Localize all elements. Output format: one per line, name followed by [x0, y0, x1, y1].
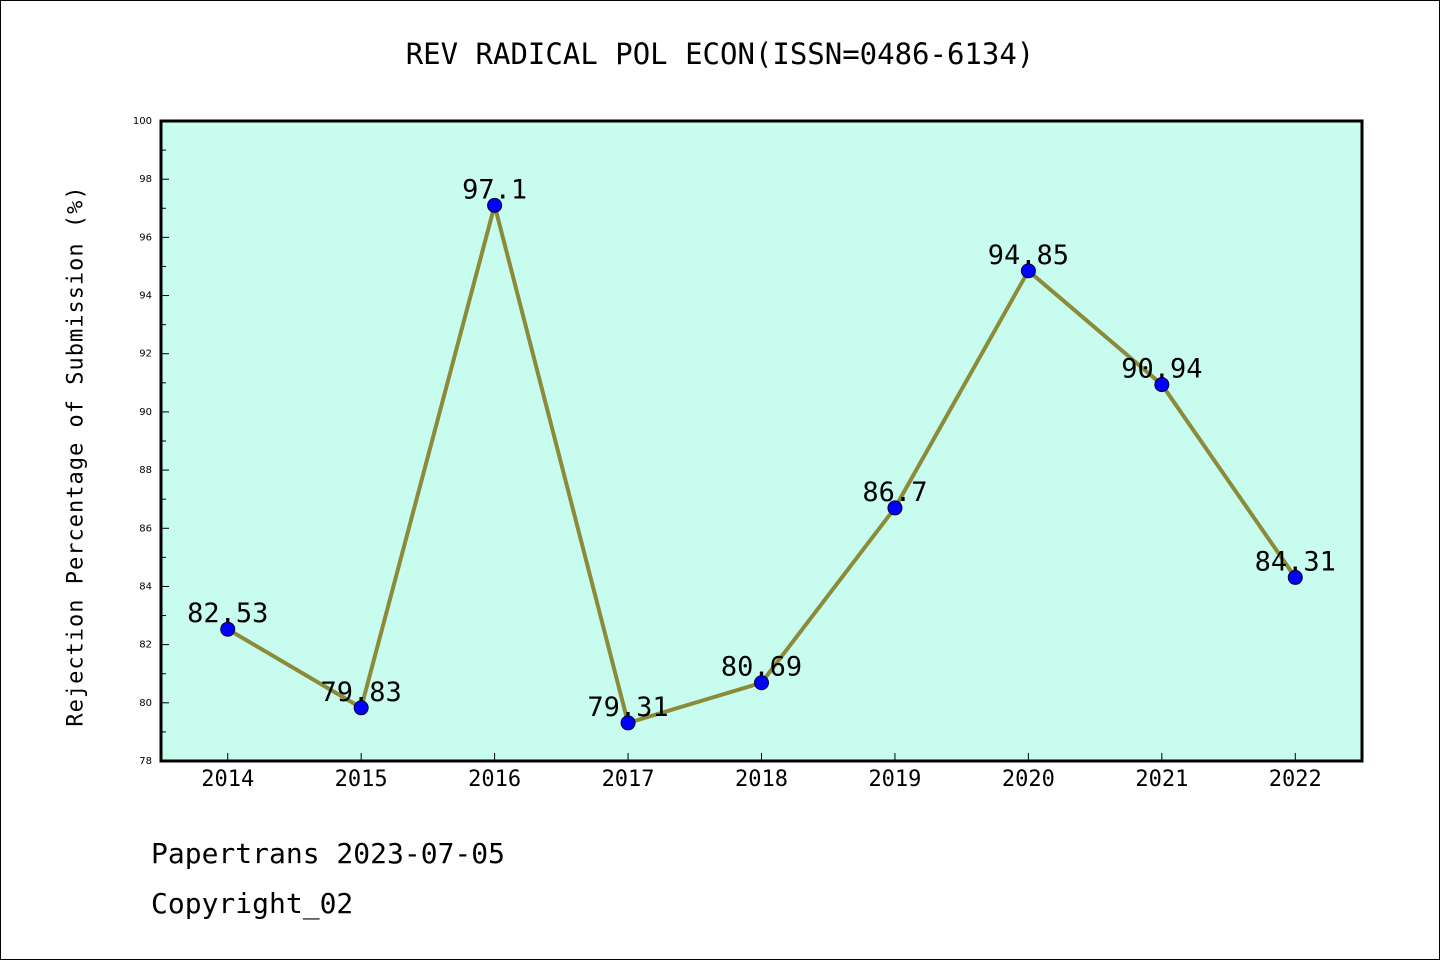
footer-copyright: Copyright_02 [151, 887, 354, 920]
x-tick-label: 2020 [1002, 767, 1055, 792]
y-tick-label: 96 [139, 232, 152, 243]
data-point [1287, 569, 1303, 585]
footer-source: Papertrans 2023-07-05 [151, 837, 506, 870]
y-tick-label: 100 [133, 116, 152, 127]
data-point [487, 197, 503, 213]
y-tick-label: 98 [139, 174, 152, 185]
x-tick-label: 2015 [335, 767, 388, 792]
data-label: 86.7 [862, 477, 927, 508]
y-tick-label: 82 [139, 640, 152, 651]
x-tick-label: 2018 [735, 767, 788, 792]
y-tick-label: 94 [139, 291, 152, 302]
data-point [620, 715, 636, 731]
data-label: 82.53 [187, 598, 268, 629]
y-tick-label: 92 [139, 349, 152, 360]
y-tick-label: 90 [139, 407, 152, 418]
data-label: 84.31 [1255, 546, 1336, 577]
data-label: 79.83 [321, 677, 402, 708]
y-tick-label: 84 [139, 581, 152, 592]
data-point [754, 675, 769, 691]
x-tick-label: 2022 [1269, 767, 1322, 792]
data-point [1020, 263, 1036, 279]
chart-title: REV RADICAL POL ECON(ISSN=0486-6134) [405, 37, 1035, 71]
data-point [1154, 377, 1170, 393]
data-label: 94.85 [988, 240, 1069, 271]
plot-area [161, 121, 1362, 761]
plot-frame [159, 119, 1364, 763]
y-tick-label: 88 [139, 465, 152, 476]
data-point [887, 500, 903, 516]
data-point [353, 700, 369, 716]
y-tick-label: 80 [139, 698, 152, 709]
data-label: 97.1 [462, 174, 527, 205]
data-label: 90.94 [1121, 354, 1202, 385]
x-tick-label: 2014 [201, 767, 254, 792]
x-tick-label: 2019 [868, 767, 921, 792]
x-tick-label: 2021 [1135, 767, 1188, 792]
y-tick-label: 86 [139, 523, 152, 534]
data-point [220, 621, 236, 637]
x-tick-label: 2017 [602, 767, 655, 792]
data-label: 80.69 [721, 652, 802, 683]
y-tick-label: 78 [139, 756, 152, 767]
data-label: 79.31 [587, 692, 668, 723]
x-tick-label: 2016 [468, 767, 521, 792]
